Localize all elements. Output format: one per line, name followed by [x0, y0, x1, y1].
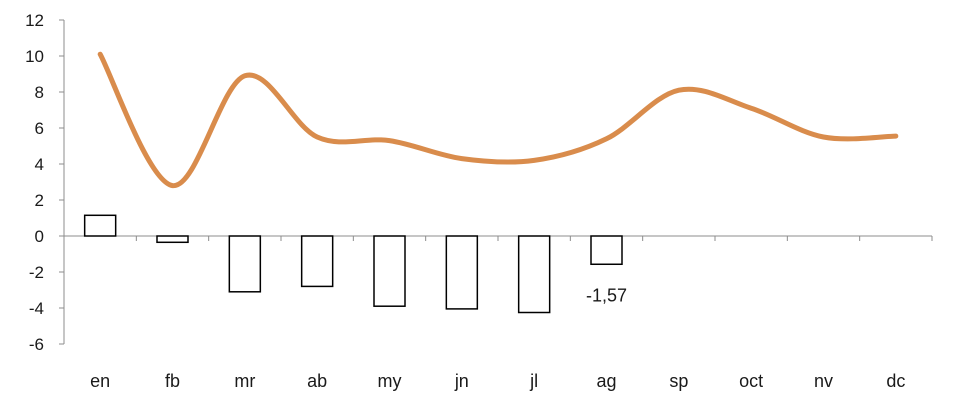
y-tick-label: 8	[35, 83, 44, 102]
x-tick-label: sp	[669, 371, 688, 391]
bar	[156, 235, 189, 244]
y-tick-label: -2	[29, 263, 44, 282]
x-tick-label: my	[378, 371, 402, 391]
y-tick-label: -4	[29, 299, 44, 318]
y-tick-label: 0	[35, 227, 44, 246]
x-tick-label: fb	[165, 371, 180, 391]
bar	[590, 235, 623, 266]
bar	[373, 235, 406, 307]
x-tick-label: ab	[307, 371, 327, 391]
x-tick-label: jn	[454, 371, 469, 391]
x-tick-label: nv	[814, 371, 833, 391]
x-tick-label: jl	[529, 371, 538, 391]
y-tick-label: -6	[29, 335, 44, 354]
y-axis: 12 10 8 6 4 2 0 -2 -4 -6	[25, 11, 65, 354]
x-tick-label: oct	[739, 371, 763, 391]
bar	[83, 214, 117, 237]
x-tick-label: en	[90, 371, 110, 391]
bar	[228, 235, 262, 293]
bar	[445, 235, 479, 310]
x-tick-label: ag	[596, 371, 616, 391]
x-tick-label: dc	[886, 371, 905, 391]
y-tick-label: 12	[25, 11, 44, 30]
y-tick-label: 6	[35, 119, 44, 138]
line-series	[97, 51, 899, 189]
y-tick-label: 4	[35, 155, 44, 174]
bar-series	[83, 214, 623, 314]
x-axis: en fb mr ab my jn jl ag sp oct nv dc	[63, 235, 933, 391]
bar	[517, 235, 551, 314]
data-labels: -1,57	[586, 285, 627, 305]
y-tick-label: 2	[35, 191, 44, 210]
line-path	[97, 51, 899, 189]
data-label: -1,57	[586, 285, 627, 305]
y-tick-label: 10	[25, 47, 44, 66]
bar	[300, 235, 334, 288]
x-tick-label: mr	[234, 371, 255, 391]
